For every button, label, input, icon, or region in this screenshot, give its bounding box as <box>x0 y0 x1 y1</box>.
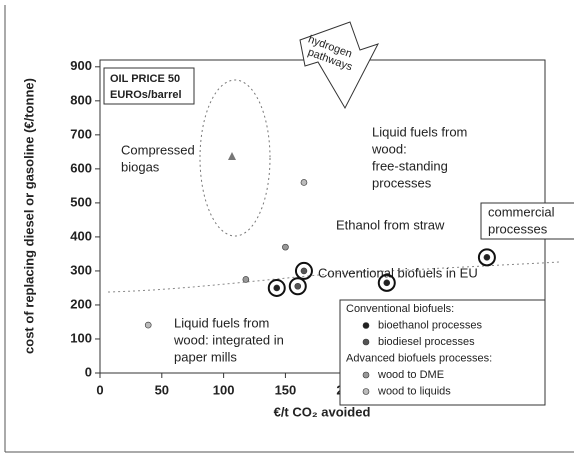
y-axis-title: cost of replacing diesel or gasoline (€/… <box>21 78 36 354</box>
legend-heading: Advanced biofuels processes: <box>346 352 492 364</box>
y-tick-label: 200 <box>70 296 92 311</box>
annotation: processes <box>372 175 432 190</box>
legend-swatch <box>362 388 370 395</box>
annotation: commercial <box>488 204 555 219</box>
y-tick-label: 300 <box>70 262 92 277</box>
annotation: EUROs/barrel <box>110 89 182 101</box>
point <box>294 282 302 290</box>
x-tick-label: 100 <box>213 382 235 397</box>
point <box>282 243 289 251</box>
point-ring <box>377 273 396 292</box>
point-ring <box>477 248 496 267</box>
annotation: OIL PRICE 50 <box>110 73 180 85</box>
y-tick-label: 0 <box>85 364 92 379</box>
legend-swatch <box>362 322 370 329</box>
annotation: Conventional biofuels in EU <box>318 265 478 280</box>
y-tick-label: 900 <box>70 58 92 73</box>
annotation: free-standing <box>372 158 448 173</box>
point <box>383 279 391 287</box>
point-ring <box>294 261 313 280</box>
hydrogen-arrow <box>299 21 380 110</box>
point <box>483 254 491 261</box>
x-tick-label: 50 <box>155 382 169 397</box>
y-tick-label: 600 <box>70 160 92 175</box>
annotation: biogas <box>121 159 160 174</box>
legend-swatch <box>362 371 370 379</box>
point-ring <box>267 278 286 297</box>
x-axis-title: €/t CO₂ avoided <box>274 404 371 419</box>
y-tick-label: 800 <box>70 92 92 107</box>
point <box>300 267 308 275</box>
point <box>300 179 308 186</box>
legend-label: biodiesel processes <box>378 336 475 348</box>
legend-heading: Conventional biofuels: <box>346 303 454 315</box>
y-tick-label: 400 <box>70 228 92 243</box>
annotation: Liquid fuels from <box>372 124 467 139</box>
oil-price-box <box>103 67 195 105</box>
legend-label: bioethanol processes <box>378 319 482 331</box>
x-tick-label: 0 <box>96 382 103 397</box>
annotation: paper mills <box>174 349 237 364</box>
point <box>242 276 250 283</box>
y-tick-label: 500 <box>70 194 92 209</box>
point <box>144 321 152 329</box>
annotation: wood: <box>371 141 407 156</box>
biogas-marker <box>228 152 236 160</box>
legend-swatch <box>362 338 370 346</box>
annotation: wood: integrated in <box>173 332 284 347</box>
biogas-ellipse <box>199 79 271 237</box>
legend-label: wood to DME <box>377 369 444 381</box>
annotation: Liquid fuels from <box>174 315 269 330</box>
point-ring <box>288 277 307 296</box>
point <box>273 284 281 292</box>
legend-box <box>339 299 546 406</box>
x-tick-label: 150 <box>275 382 297 397</box>
commercial-box <box>480 202 574 240</box>
annotation: processes <box>488 221 548 236</box>
y-tick-label: 100 <box>70 330 92 345</box>
legend-label: wood to liquids <box>377 385 451 397</box>
annotation: Ethanol from straw <box>336 217 445 232</box>
trend-line <box>107 261 561 293</box>
y-tick-label: 700 <box>70 126 92 141</box>
annotation: Compressed <box>121 142 195 157</box>
